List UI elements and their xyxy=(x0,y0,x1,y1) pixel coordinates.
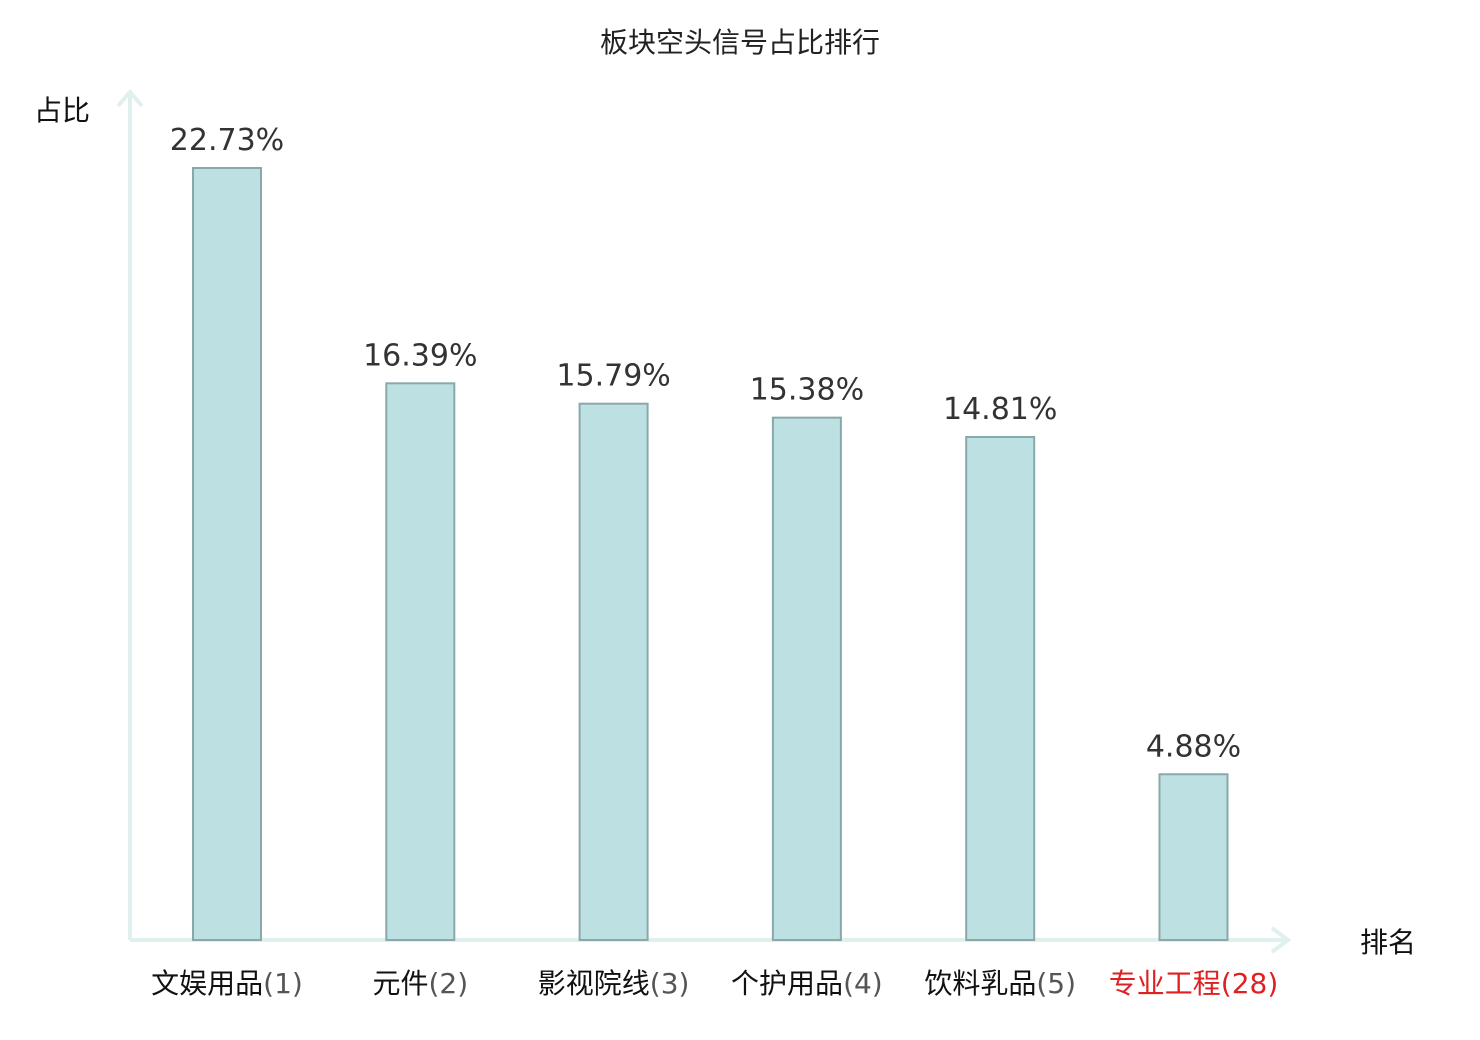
bar xyxy=(771,416,842,942)
category-rank: (2) xyxy=(428,967,468,1000)
data-label: 14.81% xyxy=(943,392,1057,427)
category-rank: (3) xyxy=(650,967,690,1000)
data-label: 22.73% xyxy=(170,123,284,158)
y-axis-label: 占比 xyxy=(34,94,90,127)
data-label: 16.39% xyxy=(363,338,477,373)
data-label: 15.79% xyxy=(556,359,670,394)
category-name: 元件 xyxy=(372,967,428,1000)
bar-group xyxy=(192,167,1229,942)
category-label: 影视院线(3) xyxy=(538,967,690,1000)
category-label: 个护用品(4) xyxy=(731,967,883,1000)
category-name: 个护用品 xyxy=(731,967,843,1000)
category-name: 文娱用品 xyxy=(151,967,263,1000)
category-label: 元件(2) xyxy=(372,967,468,1000)
chart-title: 板块空头信号占比排行 xyxy=(600,26,880,59)
category-rank: (5) xyxy=(1036,967,1076,1000)
value-label-group: 22.73% 16.39% 15.79% 15.38% 14.81% 4.88% xyxy=(170,123,1241,764)
category-rank: (28) xyxy=(1221,967,1278,1000)
bar xyxy=(1158,773,1229,941)
bar xyxy=(385,382,456,941)
bar xyxy=(192,167,262,941)
category-label: 文娱用品(1) xyxy=(151,967,303,1000)
category-name: 饮料乳品 xyxy=(924,967,1036,1000)
bar xyxy=(578,402,649,941)
bar xyxy=(965,435,1036,941)
category-name: 影视院线 xyxy=(538,967,650,1000)
y-axis-arrow xyxy=(116,88,144,108)
category-label: 专业工程(28) xyxy=(1109,967,1279,1000)
x-axis-arrow xyxy=(1270,926,1292,954)
x-axis-label: 排名 xyxy=(1360,926,1416,959)
category-rank: (4) xyxy=(843,967,883,1000)
category-label: 饮料乳品(5) xyxy=(924,967,1076,1000)
data-label: 4.88% xyxy=(1146,729,1241,764)
category-rank: (1) xyxy=(263,967,303,1000)
category-name: 专业工程 xyxy=(1109,967,1221,1000)
category-label-group: 文娱用品(1) 元件(2) 影视院线(3) 个护用品(4) 饮料乳品(5) 专业工程(28… xyxy=(151,967,1278,1000)
data-label: 15.38% xyxy=(750,373,864,408)
